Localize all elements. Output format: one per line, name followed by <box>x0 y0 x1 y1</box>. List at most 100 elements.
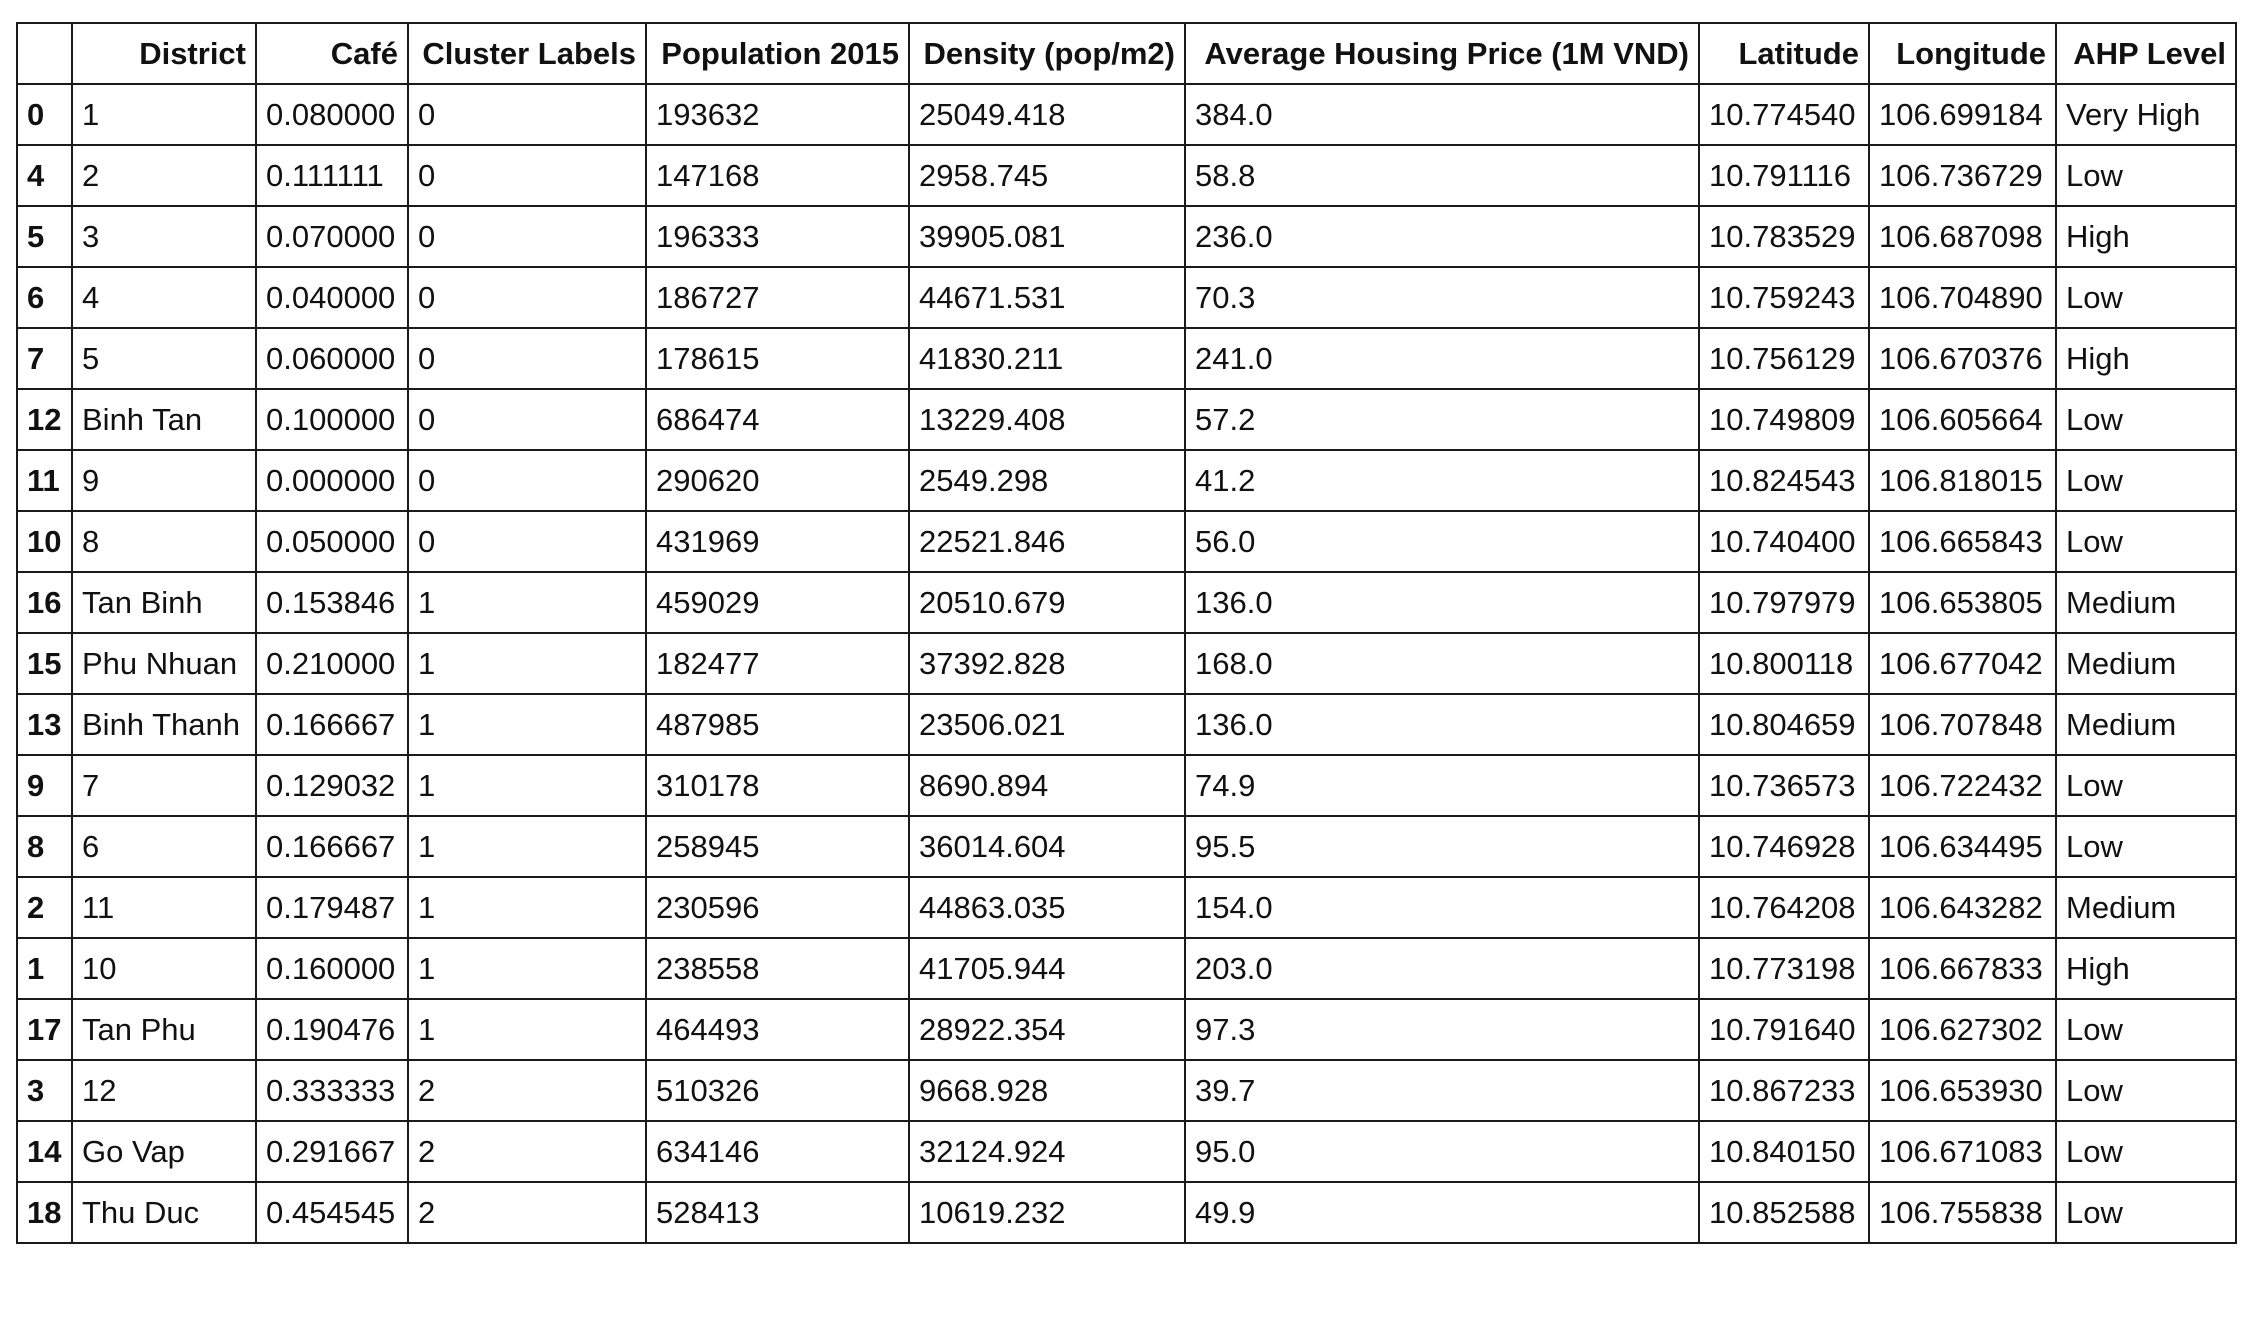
ahp-level-cell: High <box>2055 937 2237 1000</box>
latitude-cell: 10.756129 <box>1698 327 1870 390</box>
ahp-level-cell: Very High <box>2055 83 2237 146</box>
density-cell: 37392.828 <box>908 632 1186 695</box>
population-cell: 186727 <box>645 266 910 329</box>
latitude-cell: 10.749809 <box>1698 388 1870 451</box>
density-cell: 8690.894 <box>908 754 1186 817</box>
cafe-cell: 0.190476 <box>255 998 409 1061</box>
header-row: District Café Cluster Labels Population … <box>16 22 2237 85</box>
cluster-label-cell: 2 <box>407 1181 647 1244</box>
table-row: 9 7 0.129032 1 310178 8690.894 74.9 10.736573 10… <box>16 754 2237 817</box>
density-cell: 32124.924 <box>908 1120 1186 1183</box>
population-cell: 310178 <box>645 754 910 817</box>
row-index: 3 <box>16 1059 73 1122</box>
table-row: 5 3 0.070000 0 196333 39905.081 236.0 10.783529… <box>16 205 2237 268</box>
row-index: 10 <box>16 510 73 573</box>
latitude-cell: 10.783529 <box>1698 205 1870 268</box>
population-header: Population 2015 <box>645 22 910 85</box>
housing-price-cell: 41.2 <box>1184 449 1700 512</box>
population-cell: 147168 <box>645 144 910 207</box>
table-row: 0 1 0.080000 0 193632 25049.418 384.0 10.774540… <box>16 83 2237 146</box>
district-cell: 1 <box>71 83 257 146</box>
population-cell: 431969 <box>645 510 910 573</box>
district-cell: 7 <box>71 754 257 817</box>
density-cell: 10619.232 <box>908 1181 1186 1244</box>
table-row: 4 2 0.111111 0 147168 2958.745 58.8 10.791116 10… <box>16 144 2237 207</box>
district-cell: 10 <box>71 937 257 1000</box>
housing-price-cell: 39.7 <box>1184 1059 1700 1122</box>
district-cell: 12 <box>71 1059 257 1122</box>
cluster-label-cell: 1 <box>407 693 647 756</box>
table-row: 10 8 0.050000 0 431969 22521.846 56.0 10.740400… <box>16 510 2237 573</box>
row-index: 11 <box>16 449 73 512</box>
table-row: 6 4 0.040000 0 186727 44671.531 70.3 10.759243 1… <box>16 266 2237 329</box>
cluster-label-cell: 0 <box>407 205 647 268</box>
population-cell: 196333 <box>645 205 910 268</box>
cluster-label-cell: 0 <box>407 327 647 390</box>
cluster-label-cell: 1 <box>407 571 647 634</box>
district-cell: 8 <box>71 510 257 573</box>
cafe-cell: 0.111111 <box>255 144 409 207</box>
population-cell: 686474 <box>645 388 910 451</box>
table-row: 1 10 0.160000 1 238558 41705.944 203.0 10.77319… <box>16 937 2237 1000</box>
cafe-cell: 0.060000 <box>255 327 409 390</box>
housing-price-cell: 384.0 <box>1184 83 1700 146</box>
housing-price-cell: 74.9 <box>1184 754 1700 817</box>
housing-price-cell: 136.0 <box>1184 571 1700 634</box>
population-cell: 230596 <box>645 876 910 939</box>
latitude-cell: 10.824543 <box>1698 449 1870 512</box>
longitude-cell: 106.665843 <box>1868 510 2057 573</box>
table-row: 2 11 0.179487 1 230596 44863.035 154.0 10.76420… <box>16 876 2237 939</box>
table-row: 8 6 0.166667 1 258945 36014.604 95.5 10.746928 1… <box>16 815 2237 878</box>
longitude-cell: 106.627302 <box>1868 998 2057 1061</box>
longitude-cell: 106.671083 <box>1868 1120 2057 1183</box>
index-header <box>16 22 73 85</box>
row-index: 5 <box>16 205 73 268</box>
table-row: 17 Tan Phu 0.190476 1 464493 28922.354 97.3 10.… <box>16 998 2237 1061</box>
cafe-cell: 0.153846 <box>255 571 409 634</box>
cafe-cell: 0.080000 <box>255 83 409 146</box>
latitude-cell: 10.791640 <box>1698 998 1870 1061</box>
housing-price-cell: 236.0 <box>1184 205 1700 268</box>
longitude-cell: 106.704890 <box>1868 266 2057 329</box>
cafe-cell: 0.050000 <box>255 510 409 573</box>
row-index: 6 <box>16 266 73 329</box>
row-index: 8 <box>16 815 73 878</box>
cluster-labels-header: Cluster Labels <box>407 22 647 85</box>
housing-price-cell: 70.3 <box>1184 266 1700 329</box>
cafe-cell: 0.160000 <box>255 937 409 1000</box>
row-index: 17 <box>16 998 73 1061</box>
table-body: 0 1 0.080000 0 193632 25049.418 384.0 10.774540… <box>16 83 2237 1244</box>
housing-price-cell: 97.3 <box>1184 998 1700 1061</box>
district-cell: Binh Thanh <box>71 693 257 756</box>
cluster-label-cell: 0 <box>407 388 647 451</box>
row-index: 1 <box>16 937 73 1000</box>
cluster-label-cell: 1 <box>407 815 647 878</box>
latitude-cell: 10.852588 <box>1698 1181 1870 1244</box>
density-cell: 13229.408 <box>908 388 1186 451</box>
district-cell: 11 <box>71 876 257 939</box>
density-cell: 20510.679 <box>908 571 1186 634</box>
cafe-cell: 0.291667 <box>255 1120 409 1183</box>
density-cell: 44863.035 <box>908 876 1186 939</box>
housing-price-cell: 95.0 <box>1184 1120 1700 1183</box>
cafe-cell: 0.454545 <box>255 1181 409 1244</box>
population-cell: 290620 <box>645 449 910 512</box>
district-cell: Phu Nhuan <box>71 632 257 695</box>
housing-price-header: Average Housing Price (1M VND) <box>1184 22 1700 85</box>
cluster-label-cell: 1 <box>407 632 647 695</box>
latitude-cell: 10.774540 <box>1698 83 1870 146</box>
latitude-cell: 10.840150 <box>1698 1120 1870 1183</box>
table-row: 12 Binh Tan 0.100000 0 686474 13229.408 57.2 10… <box>16 388 2237 451</box>
latitude-cell: 10.740400 <box>1698 510 1870 573</box>
ahp-level-cell: Low <box>2055 144 2237 207</box>
district-header: District <box>71 22 257 85</box>
table-row: 3 12 0.333333 2 510326 9668.928 39.7 10.867233 1… <box>16 1059 2237 1122</box>
longitude-cell: 106.670376 <box>1868 327 2057 390</box>
row-index: 12 <box>16 388 73 451</box>
cluster-label-cell: 0 <box>407 144 647 207</box>
housing-price-cell: 136.0 <box>1184 693 1700 756</box>
district-cell: Tan Phu <box>71 998 257 1061</box>
latitude-cell: 10.800118 <box>1698 632 1870 695</box>
latitude-cell: 10.773198 <box>1698 937 1870 1000</box>
longitude-cell: 106.736729 <box>1868 144 2057 207</box>
